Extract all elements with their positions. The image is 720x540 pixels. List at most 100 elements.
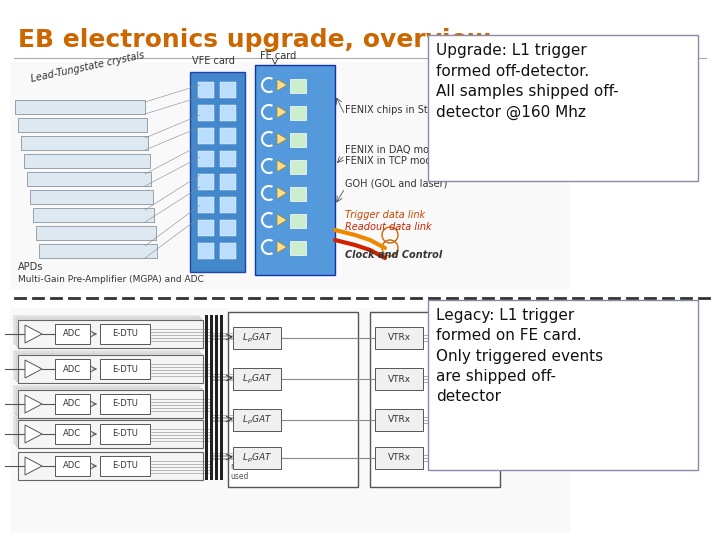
Text: ADC: ADC bbox=[63, 462, 81, 470]
Text: ADC: ADC bbox=[63, 429, 81, 438]
Polygon shape bbox=[25, 425, 42, 443]
Bar bbox=[233, 447, 281, 469]
Polygon shape bbox=[277, 133, 287, 145]
Bar bbox=[30, 190, 153, 204]
Bar bbox=[198, 243, 214, 259]
Bar bbox=[375, 327, 423, 349]
Bar bbox=[220, 82, 236, 98]
Text: VFE card: VFE card bbox=[192, 56, 235, 66]
Text: E-DTU: E-DTU bbox=[112, 400, 138, 408]
Bar bbox=[290, 187, 306, 201]
Text: VTRx: VTRx bbox=[387, 334, 410, 342]
Bar bbox=[375, 409, 423, 431]
Bar bbox=[15, 100, 145, 114]
Bar bbox=[198, 151, 214, 167]
Text: $L_pGAT$: $L_pGAT$ bbox=[242, 332, 272, 345]
Polygon shape bbox=[277, 79, 287, 91]
Text: Upgrade: L1 trigger
formed off-detector.
All samples shipped off-
detector @160 : Upgrade: L1 trigger formed off-detector.… bbox=[436, 43, 619, 119]
Bar bbox=[220, 151, 236, 167]
Bar bbox=[220, 174, 236, 190]
Bar bbox=[220, 220, 236, 236]
Text: ADC: ADC bbox=[63, 400, 81, 408]
Polygon shape bbox=[277, 106, 287, 118]
Text: $L_pGAT$: $L_pGAT$ bbox=[242, 451, 272, 464]
Bar bbox=[14, 316, 199, 344]
Text: Lead-Tungstate crystals: Lead-Tungstate crystals bbox=[30, 50, 145, 84]
Bar bbox=[370, 312, 500, 487]
Text: E-DTU: E-DTU bbox=[112, 429, 138, 438]
Text: GOH (GOL and laser): GOH (GOL and laser) bbox=[345, 178, 447, 188]
Bar bbox=[190, 72, 245, 272]
Text: VTRx: VTRx bbox=[387, 375, 410, 383]
Text: ADC: ADC bbox=[63, 329, 81, 339]
Text: EB electronics upgrade, overview: EB electronics upgrade, overview bbox=[18, 28, 490, 52]
Bar bbox=[233, 368, 281, 390]
Text: Trigger data link: Trigger data link bbox=[345, 210, 425, 220]
Text: Clock and Control: Clock and Control bbox=[345, 250, 442, 260]
Bar bbox=[205, 315, 208, 480]
Bar bbox=[428, 300, 698, 470]
Text: FENIX in TCP mode: FENIX in TCP mode bbox=[345, 156, 438, 166]
Polygon shape bbox=[277, 160, 287, 172]
Bar bbox=[100, 324, 150, 344]
Bar bbox=[198, 220, 214, 236]
Bar bbox=[18, 320, 203, 348]
Text: VTRx: VTRx bbox=[387, 415, 410, 424]
Polygon shape bbox=[277, 187, 287, 199]
Bar bbox=[16, 418, 201, 446]
Bar bbox=[18, 118, 146, 132]
Bar bbox=[290, 133, 306, 147]
Bar bbox=[14, 386, 199, 414]
Bar bbox=[10, 62, 570, 290]
Bar bbox=[17, 419, 202, 447]
Polygon shape bbox=[25, 395, 42, 413]
Bar bbox=[55, 424, 90, 444]
Bar bbox=[100, 359, 150, 379]
Bar bbox=[100, 456, 150, 476]
Bar bbox=[290, 106, 306, 120]
Bar bbox=[17, 354, 202, 382]
Bar bbox=[290, 160, 306, 174]
Text: FE card: FE card bbox=[260, 51, 296, 61]
Bar bbox=[21, 136, 148, 150]
Bar bbox=[220, 197, 236, 213]
Bar bbox=[16, 353, 201, 381]
Text: $L_pGAT$: $L_pGAT$ bbox=[242, 414, 272, 427]
Text: Readout data link: Readout data link bbox=[345, 222, 431, 232]
Bar bbox=[55, 456, 90, 476]
Bar bbox=[55, 359, 90, 379]
Text: ADC: ADC bbox=[63, 364, 81, 374]
Bar bbox=[14, 416, 199, 444]
Bar bbox=[220, 243, 236, 259]
Text: E-DTU: E-DTU bbox=[112, 462, 138, 470]
Polygon shape bbox=[25, 360, 42, 378]
Text: APDs: APDs bbox=[18, 262, 43, 272]
Text: VTRx: VTRx bbox=[387, 454, 410, 462]
Bar bbox=[290, 79, 306, 93]
Polygon shape bbox=[25, 325, 42, 343]
Bar bbox=[198, 174, 214, 190]
Text: $L_pGAT$: $L_pGAT$ bbox=[242, 373, 272, 386]
Bar bbox=[17, 389, 202, 417]
Bar bbox=[36, 226, 156, 240]
Bar bbox=[39, 244, 157, 258]
Bar bbox=[16, 388, 201, 416]
Bar bbox=[210, 315, 213, 480]
Bar bbox=[198, 105, 214, 121]
Bar bbox=[220, 105, 236, 121]
Bar bbox=[24, 154, 150, 168]
Bar bbox=[233, 327, 281, 349]
Bar bbox=[220, 128, 236, 144]
Bar bbox=[100, 394, 150, 414]
Bar bbox=[255, 65, 335, 275]
Bar bbox=[375, 447, 423, 469]
Polygon shape bbox=[277, 241, 287, 253]
Polygon shape bbox=[25, 457, 42, 475]
Bar bbox=[33, 208, 154, 222]
Bar bbox=[10, 308, 570, 533]
Bar bbox=[198, 82, 214, 98]
Bar bbox=[18, 390, 203, 418]
Bar bbox=[228, 312, 358, 487]
Text: FENIX in DAQ mode: FENIX in DAQ mode bbox=[345, 145, 441, 155]
Text: Legacy: L1 trigger
formed on FE card.
Only triggered events
are shipped off-
det: Legacy: L1 trigger formed on FE card. On… bbox=[436, 308, 603, 404]
